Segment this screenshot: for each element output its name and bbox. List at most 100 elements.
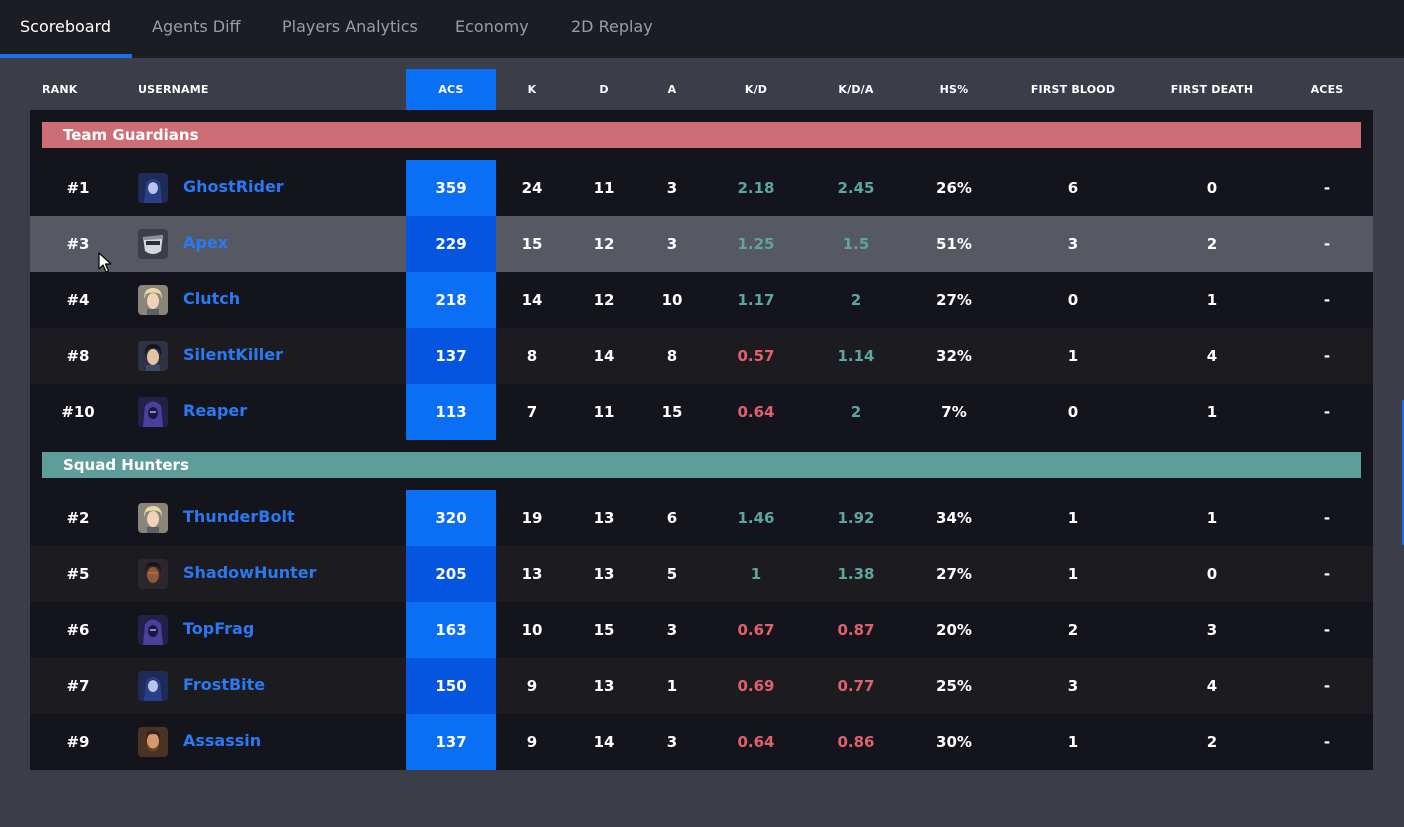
player-rank: #4 <box>66 291 90 309</box>
stat-kd: 0.64 <box>737 733 775 751</box>
stat-hs: 32% <box>936 347 972 365</box>
player-rank: #5 <box>66 565 90 583</box>
player-username-link[interactable]: FrostBite <box>183 675 266 694</box>
player-row[interactable]: #7 FrostBite 150 9 13 1 0.69 0.77 25% 3 4 - <box>30 658 1373 714</box>
stat-first-death: 2 <box>1206 733 1218 751</box>
stat-d: 11 <box>593 403 615 421</box>
stat-aces: - <box>1323 179 1331 197</box>
player-row[interactable]: #9 Assassin 137 9 14 3 0.64 0.86 30% 1 2 - <box>30 714 1373 770</box>
player-rank: #1 <box>66 179 90 197</box>
active-tab-indicator <box>0 54 132 58</box>
col-a-header[interactable]: A <box>667 83 677 96</box>
stat-first-blood: 1 <box>1067 509 1079 527</box>
stat-d: 11 <box>593 179 615 197</box>
stat-first-death: 1 <box>1206 403 1218 421</box>
col-acs-header[interactable]: ACS <box>406 69 496 110</box>
tab-economy[interactable]: Economy <box>455 17 529 36</box>
stat-kd: 1 <box>750 565 762 583</box>
stat-hs: 26% <box>936 179 972 197</box>
stat-a: 3 <box>666 179 678 197</box>
col-d-header[interactable]: D <box>599 83 609 96</box>
player-row[interactable]: #2 ThunderBolt 320 19 13 6 1.46 1.92 34% 1 1 - <box>30 490 1373 546</box>
col-first-blood-header[interactable]: FIRST BLOOD <box>1030 83 1116 96</box>
stat-kda: 0.86 <box>837 733 875 751</box>
tab-2d-replay[interactable]: 2D Replay <box>571 17 653 36</box>
col-kda-header[interactable]: K/D/A <box>838 83 874 96</box>
table-body: Team Guardians #1 GhostRider 359 24 11 3 2.18 2.… <box>30 110 1373 770</box>
player-rank: #8 <box>66 347 90 365</box>
stat-k: 15 <box>521 235 543 253</box>
col-k-header[interactable]: K <box>527 83 537 96</box>
stat-kda: 0.77 <box>837 677 875 695</box>
stat-kda: 0.87 <box>837 621 875 639</box>
stat-aces: - <box>1323 235 1331 253</box>
stat-a: 3 <box>666 235 678 253</box>
player-row[interactable]: #5 ShadowHunter 205 13 13 5 1 1.38 27% 1 0 - <box>30 546 1373 602</box>
stat-k: 19 <box>521 509 543 527</box>
stat-acs: 205 <box>406 546 496 602</box>
stat-acs: 137 <box>406 328 496 384</box>
col-first-death-header[interactable]: FIRST DEATH <box>1170 83 1254 96</box>
player-row[interactable]: #8 SilentKiller 137 8 14 8 0.57 1.14 32% 1 4- <box>30 328 1373 384</box>
stat-first-blood: 1 <box>1067 347 1079 365</box>
stat-aces: - <box>1323 291 1331 309</box>
stat-a: 5 <box>666 565 678 583</box>
player-rank: #6 <box>66 621 90 639</box>
agent-portrait-blonde-icon <box>138 503 168 533</box>
stat-k: 24 <box>521 179 543 197</box>
stat-first-blood: 6 <box>1067 179 1079 197</box>
mouse-cursor-icon <box>98 252 112 273</box>
stat-d: 14 <box>593 733 615 751</box>
col-username-header[interactable]: USERNAME <box>138 83 209 96</box>
stat-d: 13 <box>593 677 615 695</box>
agent-portrait-blue-hood-icon <box>138 173 168 203</box>
top-nav: Scoreboard Agents Diff Players Analytics… <box>0 0 1404 58</box>
tab-agents-diff[interactable]: Agents Diff <box>152 17 241 36</box>
stat-first-death: 4 <box>1206 347 1218 365</box>
col-rank-header[interactable]: RANK <box>42 83 78 96</box>
stat-kd: 1.17 <box>737 291 775 309</box>
tab-players-analytics[interactable]: Players Analytics <box>282 17 418 36</box>
player-row[interactable]: #4 Clutch 218 14 12 10 1.17 2 27% 0 1 - <box>30 272 1373 328</box>
player-username-link[interactable]: Reaper <box>183 401 248 420</box>
agent-portrait-dark-hair-icon <box>138 341 168 371</box>
stat-aces: - <box>1323 403 1331 421</box>
col-aces-header[interactable]: ACES <box>1310 83 1344 96</box>
agent-portrait-dark-skin-icon <box>138 559 168 589</box>
agent-portrait-blue-hood-icon <box>138 671 168 701</box>
player-username-link[interactable]: GhostRider <box>183 177 284 196</box>
player-row[interactable]: #3 Apex 229 15 12 3 1.25 1.5 51% 3 2 - <box>30 216 1373 272</box>
player-username-link[interactable]: Apex <box>183 233 229 252</box>
player-username-link[interactable]: ThunderBolt <box>183 507 295 526</box>
stat-hs: 27% <box>936 291 972 309</box>
player-username-link[interactable]: ShadowHunter <box>183 563 317 582</box>
stat-k: 8 <box>526 347 538 365</box>
player-row[interactable]: #10 Reaper 113 7 11 15 0.64 2 7% 0 1 - <box>30 384 1373 440</box>
stat-first-blood: 1 <box>1067 733 1079 751</box>
player-username-link[interactable]: SilentKiller <box>183 345 283 364</box>
player-rank: #2 <box>66 509 90 527</box>
player-row[interactable]: #1 GhostRider 359 24 11 3 2.18 2.45 26% 6 0 - <box>30 160 1373 216</box>
stat-k: 9 <box>526 677 538 695</box>
player-row[interactable]: #6 TopFrag 163 10 15 3 0.67 0.87 20% 2 3 - <box>30 602 1373 658</box>
col-kd-header[interactable]: K/D <box>744 83 768 96</box>
player-username-link[interactable]: TopFrag <box>183 619 255 638</box>
stat-d: 12 <box>593 235 615 253</box>
stat-k: 13 <box>521 565 543 583</box>
stat-a: 1 <box>666 677 678 695</box>
stat-first-blood: 3 <box>1067 677 1079 695</box>
stat-k: 10 <box>521 621 543 639</box>
stat-k: 9 <box>526 733 538 751</box>
stat-kd: 1.46 <box>737 509 775 527</box>
stat-hs: 34% <box>936 509 972 527</box>
tab-scoreboard[interactable]: Scoreboard <box>20 17 112 36</box>
stat-d: 13 <box>593 565 615 583</box>
agent-portrait-purple-hood-icon <box>138 615 168 645</box>
stat-kd: 0.64 <box>737 403 775 421</box>
player-username-link[interactable]: Assassin <box>183 731 262 750</box>
player-username-link[interactable]: Clutch <box>183 289 241 308</box>
col-hs-header[interactable]: HS% <box>939 83 969 96</box>
agent-portrait-purple-hood-icon <box>138 397 168 427</box>
scrollbar-thumb[interactable] <box>1402 400 1404 545</box>
stat-acs: 163 <box>406 602 496 658</box>
